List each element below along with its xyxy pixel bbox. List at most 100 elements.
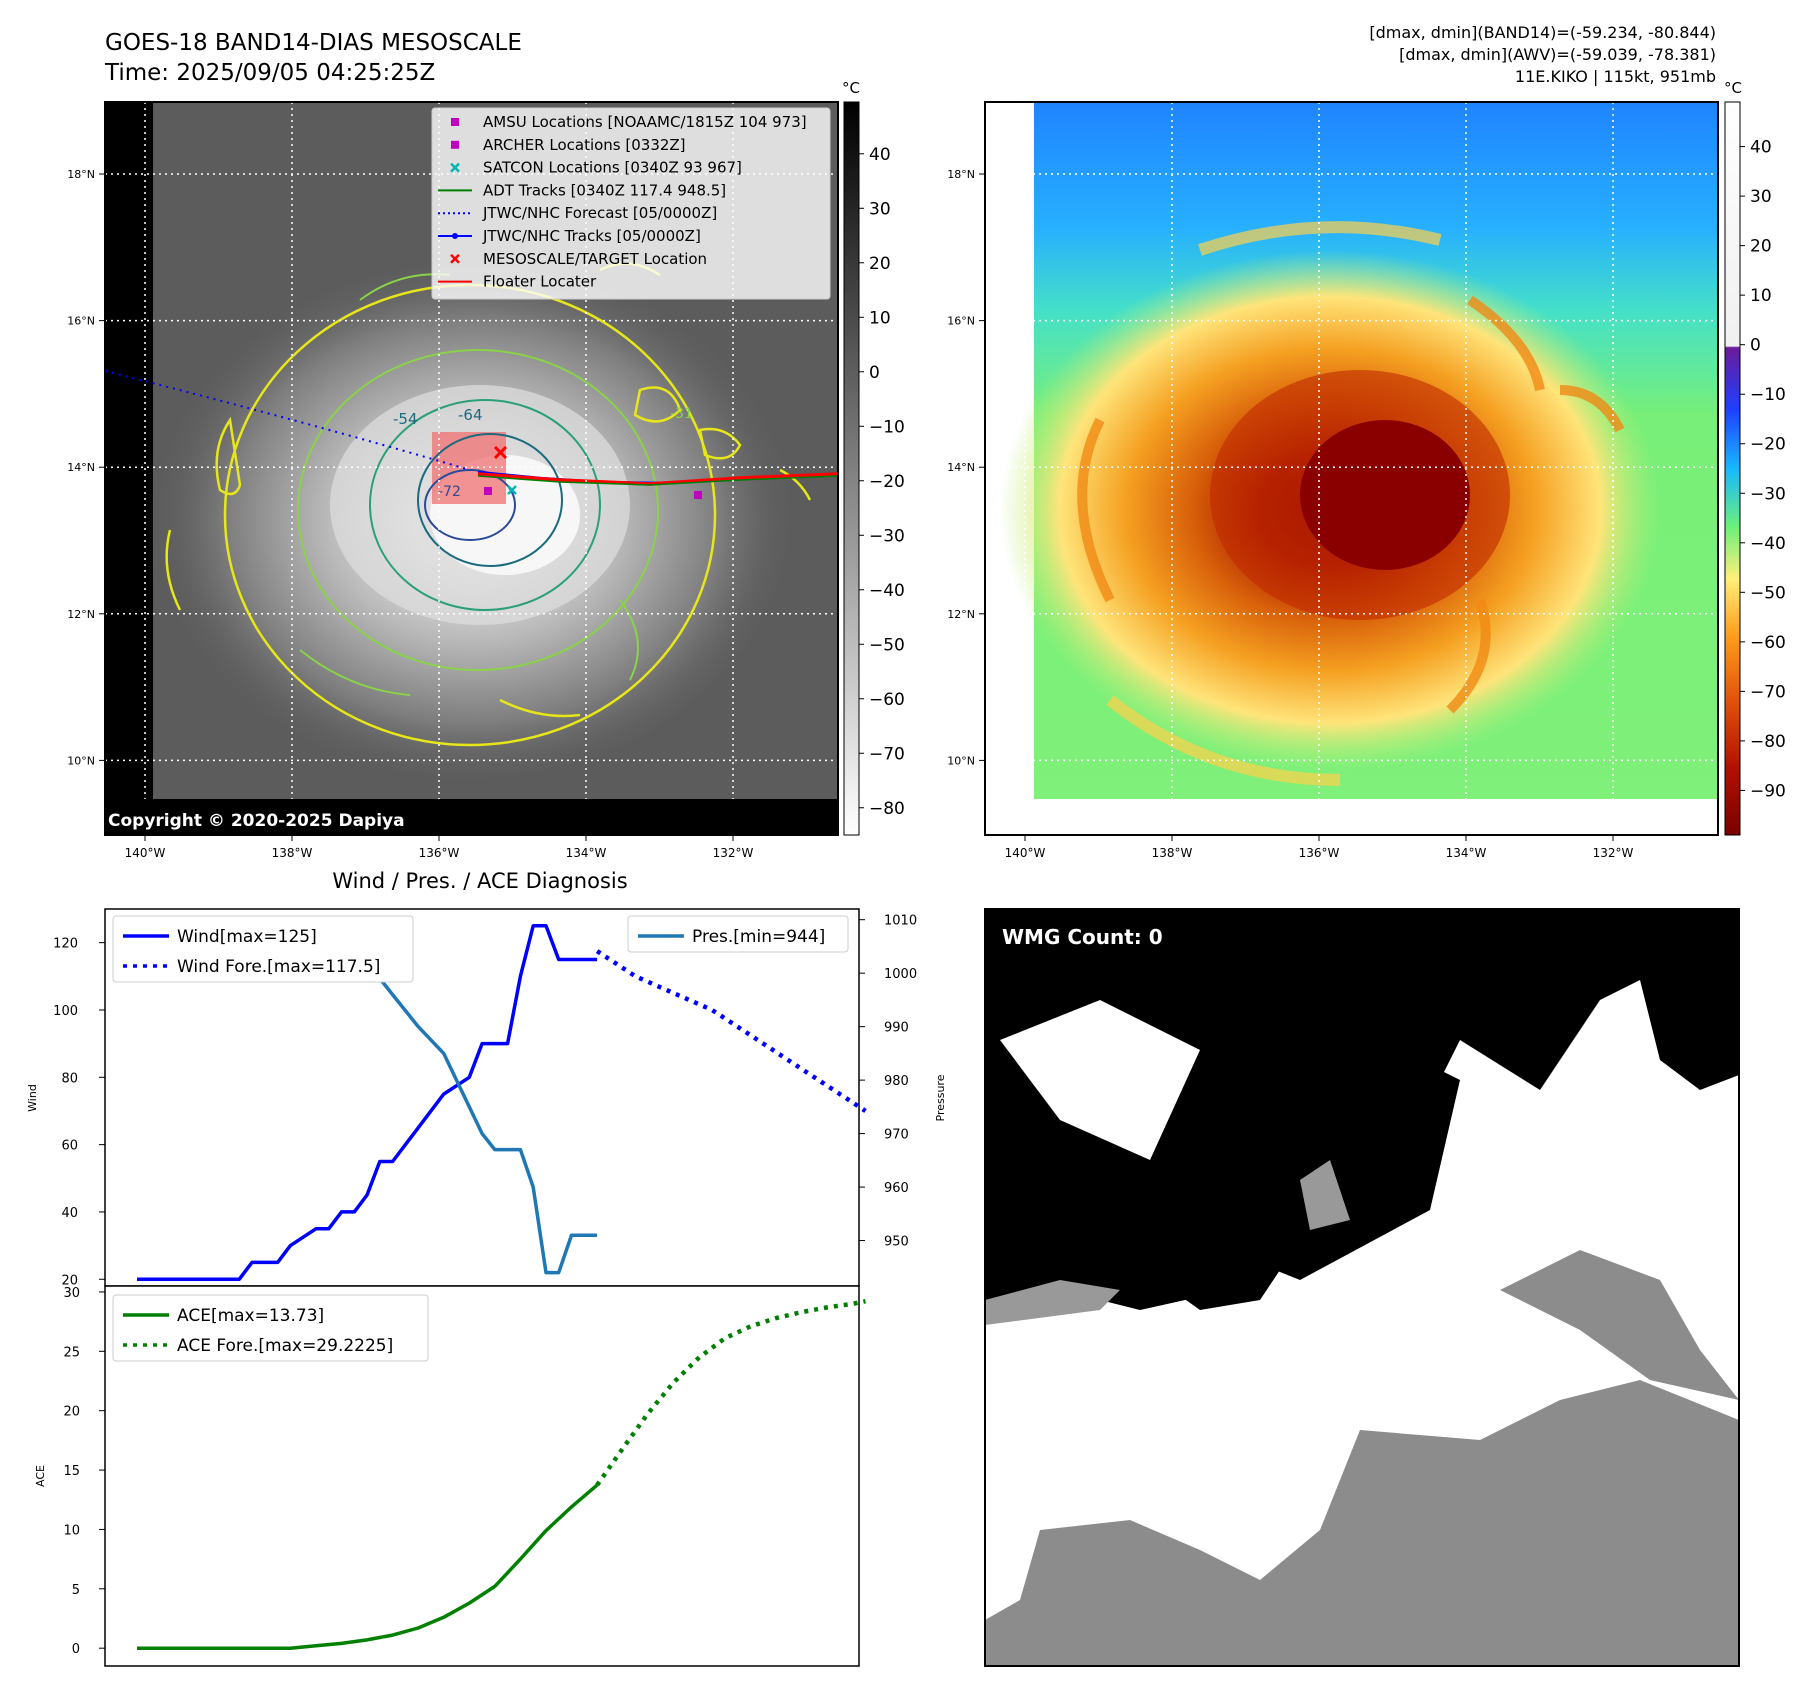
figure-title: GOES-18 BAND14-DIAS MESOSCALE <box>105 30 522 56</box>
legend-label: Floater Locater <box>483 273 597 291</box>
legend-label: SATCON Locations [0340Z 93 967] <box>483 159 742 177</box>
pressure-ytick-label: 980 <box>884 1074 909 1089</box>
pressure-ytick-label: 970 <box>884 1128 909 1143</box>
legend-label: MESOSCALE/TARGET Location <box>483 250 707 268</box>
pressure-ytick-label: 1000 <box>884 967 917 982</box>
colorbar-tick-label: −90 <box>1750 781 1786 801</box>
legend-label: ARCHER Locations [0332Z] <box>483 136 686 154</box>
satcon-marker <box>507 485 517 495</box>
wind-ytick-label: 20 <box>61 1273 78 1288</box>
wind-pressure-chart: 20 40 60 80 100 120 950 960 970 980 990 1000 1010 Wi… <box>53 908 917 1288</box>
ir-colorbar-unit: °C <box>842 79 860 97</box>
colorbar-tick-label: −20 <box>869 472 905 492</box>
chart-legend-label: Wind Fore.[max=117.5] <box>177 957 380 977</box>
colorbar-tick-label: −10 <box>869 417 905 437</box>
awv-map-gridlines <box>985 102 1718 835</box>
colorbar-tick-label: 20 <box>1750 237 1772 257</box>
colorbar-tick-label: −80 <box>1750 732 1786 752</box>
ace-ytick-label: 25 <box>63 1345 80 1360</box>
colorbar-tick-label: 10 <box>1750 286 1772 306</box>
ace-ytick-label: 30 <box>63 1286 80 1301</box>
colorbar-tick-label: 0 <box>869 363 880 383</box>
contour-inner <box>369 399 601 611</box>
lat-label: 18°N <box>947 168 975 181</box>
colorbar-tick-label: −30 <box>1750 484 1786 504</box>
pressure-ytick-label: 960 <box>884 1181 909 1196</box>
lon-label: 140°W <box>125 846 166 860</box>
awv-colorbar <box>1724 101 1741 836</box>
wind-ytick-label: 80 <box>61 1071 78 1086</box>
series-line <box>595 1298 866 1487</box>
chart-legend-box <box>112 1294 429 1362</box>
lat-label: 12°N <box>947 608 975 621</box>
series-line <box>137 1483 599 1650</box>
colorbar-tick-label: 30 <box>869 199 891 219</box>
colorbar-tick-label: 40 <box>1750 138 1772 158</box>
contour-label-64: -64 <box>458 406 483 424</box>
adt-track <box>477 475 838 486</box>
lon-label: 138°W <box>1152 846 1193 860</box>
colorbar-tick-label: −70 <box>869 744 905 764</box>
colorbar-tick-label: −80 <box>869 799 905 819</box>
figure-time: Time: 2025/09/05 04:25:25Z <box>104 60 435 86</box>
target-marker <box>493 445 508 460</box>
colorbar-tick-label: −20 <box>1750 435 1786 455</box>
legend-label: ADT Tracks [0340Z 117.4 948.5] <box>483 181 726 199</box>
legend-label: JTWC/NHC Forecast [05/0000Z] <box>482 204 717 222</box>
colorbar-tick-label: −10 <box>1750 385 1786 405</box>
wind-ytick-label: 100 <box>53 1004 78 1019</box>
ace-chart: 0 5 10 15 20 25 30 ACE[max=13.73] ACE Fore.[max… <box>63 1285 866 1667</box>
legend-marker <box>452 233 458 239</box>
wmg-count: WMG Count: 0 <box>1002 925 1163 949</box>
pressure-ytick-label: 950 <box>884 1235 909 1250</box>
legend-marker <box>450 253 460 264</box>
lon-label: 136°W <box>1299 846 1340 860</box>
ir-map-labels: 140°W 138°W 136°W 134°W 132°W 18°N 16°N 14°N 12°… <box>67 168 753 860</box>
contour-mid <box>297 349 659 671</box>
lat-label: 12°N <box>67 608 95 621</box>
pressure-ytick-label: 990 <box>884 1021 909 1036</box>
amsu-marker <box>694 491 702 499</box>
forecast-track <box>105 370 471 471</box>
lon-label: 132°W <box>1593 846 1634 860</box>
awv-colorbar-ticks: 40 30 20 10 0 −10 −20 −30 −40 −50 −60 −70 −80 −90 <box>1740 138 1786 801</box>
contour-label-72: -72 <box>438 484 461 500</box>
floater-track <box>477 472 838 486</box>
legend-marker <box>451 140 459 149</box>
chart-title: Wind / Pres. / ACE Diagnosis <box>332 869 627 893</box>
colorbar-tick-label: 40 <box>869 145 891 165</box>
chart-legend-label: ACE[max=13.73] <box>177 1306 324 1326</box>
legend-label: AMSU Locations [NOAAMC/1815Z 104 973] <box>483 113 807 131</box>
contour-label-31: -31 <box>670 406 693 422</box>
wind-axis-label: Wind <box>26 1084 39 1112</box>
lon-label: 132°W <box>713 846 754 860</box>
awv-map <box>985 102 1718 835</box>
lat-label: 10°N <box>947 754 975 767</box>
lon-label: 138°W <box>272 846 313 860</box>
colorbar-tick-label: −40 <box>1750 534 1786 554</box>
wmg-panel: WMG Count: 0 <box>984 908 1740 1667</box>
chart-legend-label: Wind[max=125] <box>177 927 317 947</box>
wind-ytick-label: 60 <box>61 1139 78 1154</box>
awv-map-labels: 140°W 138°W 136°W 134°W 132°W 18°N 16°N 14°N 12°… <box>947 168 1633 860</box>
dmax-band14: [dmax, dmin](BAND14)=(-59.234, -80.844) <box>1369 23 1716 42</box>
wind-ytick-label: 40 <box>61 1206 78 1221</box>
legend-marker <box>450 162 460 173</box>
pressure-axis-label: Pressure <box>934 1074 947 1121</box>
ir-colorbar-ticks: 40 30 20 10 0 −10 −20 −30 −40 −50 −60 −70 −80 <box>859 145 905 819</box>
ace-ytick-label: 5 <box>72 1583 80 1598</box>
colorbar-tick-label: −40 <box>869 581 905 601</box>
lon-label: 134°W <box>1446 846 1487 860</box>
map-legend: AMSU Locations [NOAAMC/1815Z 104 973] ARC… <box>431 107 831 300</box>
colorbar-tick-label: 0 <box>1750 336 1761 356</box>
contour-core <box>417 433 563 567</box>
legend-label: JTWC/NHC Tracks [05/0000Z] <box>482 227 701 245</box>
colorbar-tick-label: −50 <box>1750 583 1786 603</box>
colorbar-tick-label: −30 <box>869 526 905 546</box>
chart-legend-box <box>112 915 414 983</box>
legend-marker <box>451 118 459 126</box>
storm-info: 11E.KIKO | 115kt, 951mb <box>1515 67 1716 86</box>
ace-ytick-label: 0 <box>72 1642 80 1657</box>
dmax-awv: [dmax, dmin](AWV)=(-59.039, -78.381) <box>1399 45 1716 64</box>
